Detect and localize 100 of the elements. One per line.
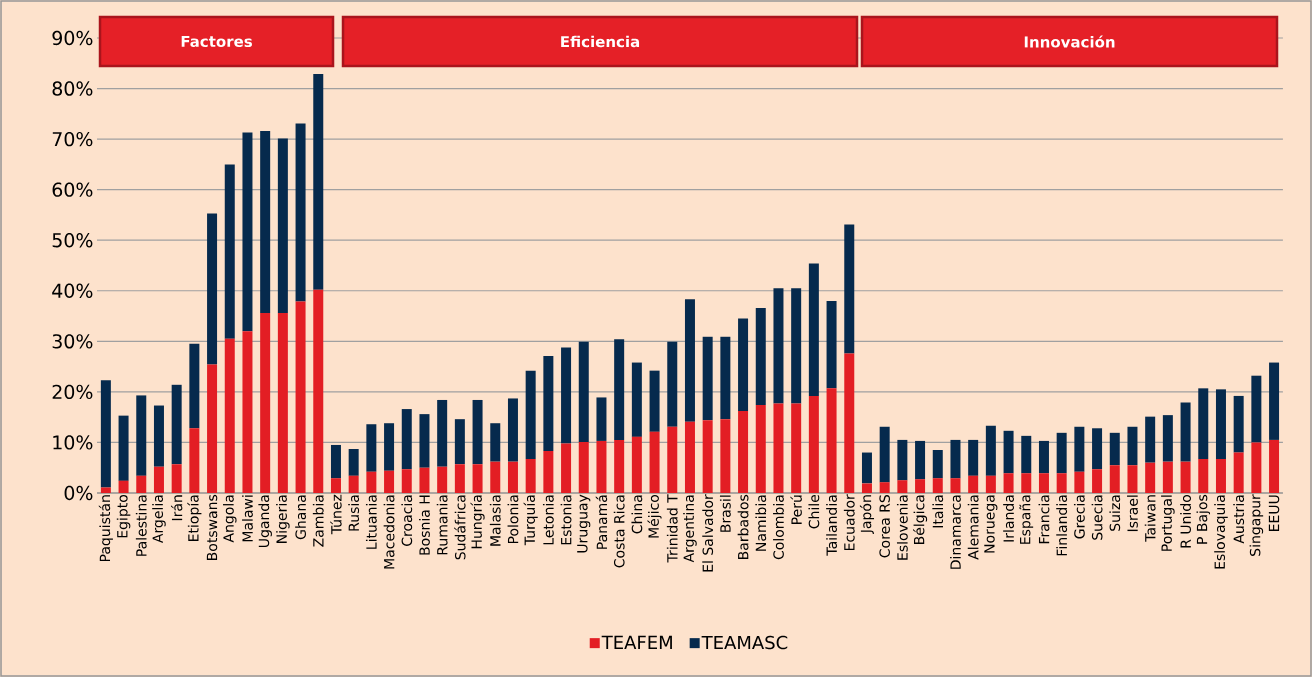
x-tick-label: Noruega <box>984 495 998 553</box>
bar <box>136 395 147 476</box>
bar <box>1038 473 1049 493</box>
bar <box>561 347 572 444</box>
bar <box>667 426 678 493</box>
bar <box>985 425 996 476</box>
x-tick-label: Palestina <box>135 495 147 556</box>
bar <box>614 439 625 493</box>
bar <box>260 131 271 314</box>
bar <box>1180 461 1191 493</box>
x-tick-label: Egipto <box>116 494 131 538</box>
y-tick-label: 40% <box>52 283 93 298</box>
bar <box>631 436 642 493</box>
bar <box>507 461 518 493</box>
bar <box>932 450 943 479</box>
bar <box>684 421 695 493</box>
bar <box>897 439 908 481</box>
bar <box>1269 362 1280 440</box>
x-tick-label: Croacia <box>401 495 413 546</box>
legend-label: TEAMASC <box>701 635 788 650</box>
x-tick-label: Ecuador <box>843 494 855 551</box>
bar <box>207 213 218 365</box>
bar <box>242 331 253 493</box>
x-tick-label: Ghana <box>295 495 306 540</box>
x-tick-label: Argentina <box>683 495 697 563</box>
bar <box>879 482 890 493</box>
bar <box>649 370 660 432</box>
x-tick-label: Francia <box>1038 495 1050 544</box>
bar <box>1198 388 1209 460</box>
bar <box>738 411 749 493</box>
x-tick-label: Trinidad T <box>666 494 678 563</box>
bar <box>1162 461 1173 493</box>
bar <box>1109 465 1120 493</box>
bar <box>844 224 855 354</box>
x-tick-label: Italia <box>932 495 944 528</box>
x-tick-label: Eslovaquia <box>1214 495 1228 569</box>
x-tick-label: Rumania <box>436 495 448 555</box>
bar <box>207 364 218 493</box>
bar <box>950 439 961 479</box>
bar <box>1251 375 1262 443</box>
x-tick-label: Paquistán <box>98 495 113 562</box>
bar <box>879 426 890 483</box>
bar <box>1109 432 1120 466</box>
x-tick-label: China <box>631 495 643 534</box>
bar <box>490 423 501 462</box>
bar <box>1092 428 1103 470</box>
x-tick-label: Rusia <box>348 495 360 531</box>
bar <box>1215 389 1226 460</box>
x-tick-label: Israel <box>1127 495 1138 532</box>
x-tick-label: Angola <box>222 495 237 543</box>
x-tick-label: Chile <box>808 494 820 529</box>
bar <box>277 138 288 314</box>
bar <box>1003 430 1014 474</box>
bar <box>260 313 271 493</box>
x-tick-label: EEUU <box>1268 495 1280 531</box>
x-tick-label: Portugal <box>1161 495 1175 551</box>
bar <box>224 164 235 339</box>
bar <box>277 313 288 493</box>
bar <box>454 419 465 465</box>
x-tick-label: Finlandia <box>1056 495 1068 556</box>
legend-label: TEAFEM <box>601 635 672 649</box>
bar <box>596 397 607 441</box>
bar <box>1180 402 1191 462</box>
y-tick-label: 50% <box>52 233 93 248</box>
bar <box>401 469 412 493</box>
x-tick-label: Dinamarca <box>950 495 961 569</box>
bar <box>1021 473 1032 493</box>
x-tick-label: Eslovenia <box>896 495 908 560</box>
x-tick-label: Barbados <box>737 494 749 559</box>
bar <box>348 475 359 493</box>
x-tick-label: Bosnia H <box>419 495 430 555</box>
bar <box>543 355 554 452</box>
bar <box>1162 415 1173 462</box>
x-tick-label: Suecia <box>1091 495 1103 540</box>
bar <box>684 299 695 422</box>
bar <box>1198 459 1209 493</box>
y-tick-label: 10% <box>53 435 93 450</box>
bar <box>968 475 979 493</box>
x-tick-label: Austria <box>1233 495 1245 544</box>
bar <box>1056 473 1067 493</box>
bar <box>295 301 306 493</box>
bar <box>614 339 625 440</box>
x-tick-label: Singapur <box>1249 494 1264 556</box>
bar <box>791 288 802 404</box>
bar <box>968 439 979 476</box>
bar <box>1056 432 1067 474</box>
bar <box>295 123 306 302</box>
bar <box>826 300 837 389</box>
bar <box>1233 452 1244 493</box>
bar <box>1127 426 1138 466</box>
bar <box>755 405 766 493</box>
bar <box>136 475 147 493</box>
bar <box>437 399 448 467</box>
bar <box>1092 469 1103 493</box>
bar <box>950 478 961 493</box>
bar <box>1127 465 1138 493</box>
x-tick-label: Perú <box>790 495 802 524</box>
x-tick-label: Malasia <box>489 495 501 546</box>
bar <box>100 487 111 493</box>
bar <box>720 336 731 420</box>
